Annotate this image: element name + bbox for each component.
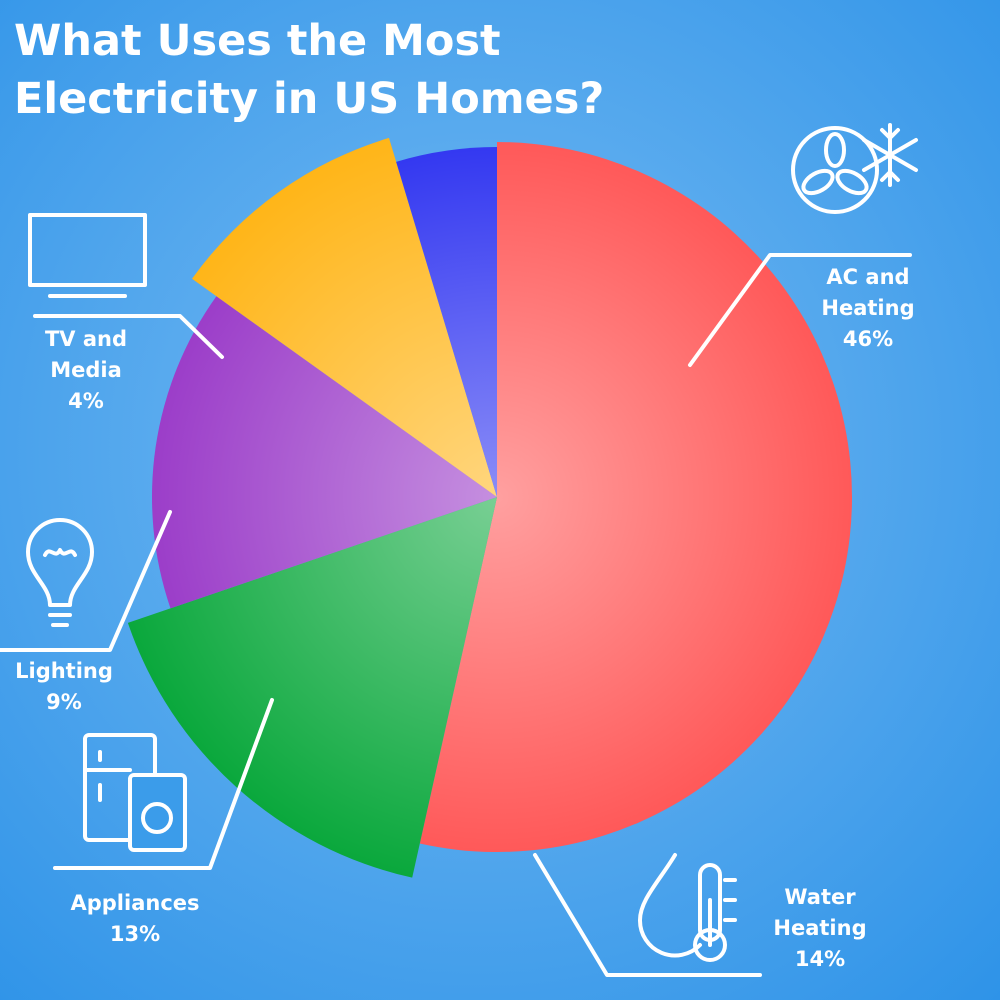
slice-shine	[192, 137, 497, 497]
category-label: TV and Media	[44, 327, 128, 382]
value-label: 9%	[46, 690, 82, 714]
label-lighting: Lighting 9%	[0, 656, 128, 718]
icon-appliances	[83, 733, 187, 852]
value-label: 14%	[794, 947, 846, 971]
slice-shine	[127, 497, 497, 878]
leader-lines	[0, 253, 912, 977]
slice-shine	[419, 142, 852, 852]
category-label: Appliances	[70, 891, 200, 915]
value-label: 4%	[68, 389, 104, 413]
chart-title: What Uses the Most Electricity in US Hom…	[14, 16, 605, 124]
slice-shine	[396, 147, 497, 497]
slice-shine	[152, 296, 497, 609]
label-water: Water Heating 14%	[755, 882, 885, 975]
icon-tv	[28, 213, 147, 298]
value-label: 13%	[109, 922, 161, 946]
icon-bulb	[26, 518, 94, 627]
slices	[127, 137, 852, 878]
category-label: Water Heating	[773, 885, 867, 940]
label-appliances: Appliances 13%	[50, 888, 220, 950]
value-label: 46%	[842, 327, 894, 351]
category-label: AC and Heating	[821, 265, 915, 320]
icon-water	[637, 853, 737, 962]
label-tv: TV and Media 4%	[30, 324, 142, 417]
label-ac: AC and Heating 46%	[800, 262, 936, 355]
category-label: Lighting	[15, 659, 113, 683]
icon-ac	[791, 123, 918, 214]
